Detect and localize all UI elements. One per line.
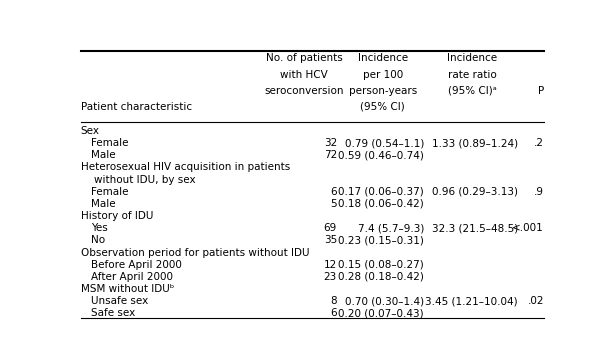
Text: 69: 69 <box>324 223 337 233</box>
Text: .2: .2 <box>534 138 544 148</box>
Text: No: No <box>91 236 105 245</box>
Text: 32: 32 <box>324 138 337 148</box>
Text: .02: .02 <box>527 296 544 306</box>
Text: 32.3 (21.5–48.5): 32.3 (21.5–48.5) <box>432 223 518 233</box>
Text: 0.18 (0.06–0.42): 0.18 (0.06–0.42) <box>338 199 424 209</box>
Text: 0.79 (0.54–1.1): 0.79 (0.54–1.1) <box>345 138 424 148</box>
Text: Incidence: Incidence <box>358 53 408 63</box>
Text: (95% CI): (95% CI) <box>361 102 405 112</box>
Text: Female: Female <box>91 187 129 197</box>
Text: Sex: Sex <box>81 126 100 136</box>
Text: 72: 72 <box>324 150 337 160</box>
Text: 0.15 (0.08–0.27): 0.15 (0.08–0.27) <box>338 260 424 270</box>
Text: 0.23 (0.15–0.31): 0.23 (0.15–0.31) <box>338 236 424 245</box>
Text: without IDU, by sex: without IDU, by sex <box>81 175 195 185</box>
Text: 23: 23 <box>324 272 337 282</box>
Text: 12: 12 <box>324 260 337 270</box>
Text: with HCV: with HCV <box>280 70 328 79</box>
Text: 35: 35 <box>324 236 337 245</box>
Text: 0.70 (0.30–1.4): 0.70 (0.30–1.4) <box>345 296 424 306</box>
Text: Incidence: Incidence <box>447 53 497 63</box>
Text: 0.96 (0.29–3.13): 0.96 (0.29–3.13) <box>432 187 518 197</box>
Text: Unsafe sex: Unsafe sex <box>91 296 148 306</box>
Text: Heterosexual HIV acquisition in patients: Heterosexual HIV acquisition in patients <box>81 163 290 172</box>
Text: 8: 8 <box>330 296 337 306</box>
Text: seroconversion: seroconversion <box>264 86 344 96</box>
Text: Observation period for patients without IDU: Observation period for patients without … <box>81 248 309 258</box>
Text: P: P <box>538 86 544 96</box>
Text: 1.33 (0.89–1.24): 1.33 (0.89–1.24) <box>432 138 518 148</box>
Text: 6: 6 <box>330 187 337 197</box>
Text: Safe sex: Safe sex <box>91 309 135 318</box>
Text: 0.17 (0.06–0.37): 0.17 (0.06–0.37) <box>338 187 424 197</box>
Text: Female: Female <box>91 138 129 148</box>
Text: Yes: Yes <box>91 223 107 233</box>
Text: Patient characteristic: Patient characteristic <box>81 102 192 112</box>
Text: person-years: person-years <box>348 86 417 96</box>
Text: <.001: <.001 <box>512 223 544 233</box>
Text: rate ratio: rate ratio <box>448 70 497 79</box>
Text: 0.59 (0.46–0.74): 0.59 (0.46–0.74) <box>338 150 424 160</box>
Text: per 100: per 100 <box>363 70 403 79</box>
Text: 5: 5 <box>330 199 337 209</box>
Text: Before April 2000: Before April 2000 <box>91 260 182 270</box>
Text: MSM without IDUᵇ: MSM without IDUᵇ <box>81 284 174 294</box>
Text: Male: Male <box>91 150 115 160</box>
Text: Male: Male <box>91 199 115 209</box>
Text: 0.20 (0.07–0.43): 0.20 (0.07–0.43) <box>338 309 424 318</box>
Text: History of IDU: History of IDU <box>81 211 153 221</box>
Text: After April 2000: After April 2000 <box>91 272 173 282</box>
Text: 6: 6 <box>330 309 337 318</box>
Text: .9: .9 <box>534 187 544 197</box>
Text: 0.28 (0.18–0.42): 0.28 (0.18–0.42) <box>338 272 424 282</box>
Text: 3.45 (1.21–10.04): 3.45 (1.21–10.04) <box>426 296 518 306</box>
Text: No. of patients: No. of patients <box>266 53 342 63</box>
Text: 7.4 (5.7–9.3): 7.4 (5.7–9.3) <box>358 223 424 233</box>
Text: (95% CI)ᵃ: (95% CI)ᵃ <box>448 86 497 96</box>
